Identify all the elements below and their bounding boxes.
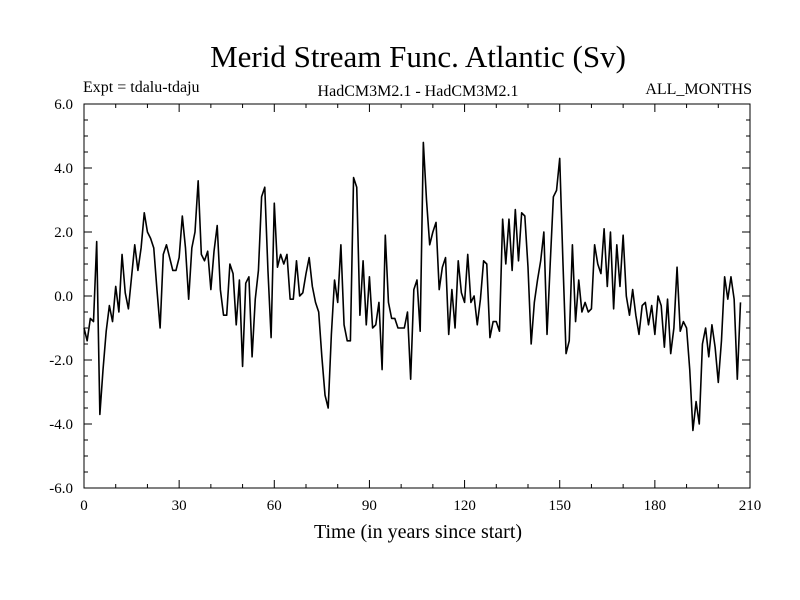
y-tick-label: 4.0 <box>54 161 73 177</box>
chart-title: Merid Stream Func. Atlantic (Sv) <box>210 39 626 74</box>
x-tick-label: 210 <box>739 498 762 514</box>
x-tick-label: 120 <box>453 498 476 514</box>
data-series-line <box>83 141 742 432</box>
x-axis-label: Time (in years since start) <box>314 521 522 543</box>
y-tick-label: 0.0 <box>54 289 73 305</box>
x-tick-label: 0 <box>80 498 88 514</box>
y-tick-label: 6.0 <box>54 97 73 113</box>
subtitle-right: ALL_MONTHS <box>645 81 752 98</box>
subtitle-left: Expt = tdalu-tdaju <box>83 79 200 96</box>
x-tick-label: 150 <box>548 498 571 514</box>
x-tick-label: 60 <box>267 498 282 514</box>
x-tick-label: 90 <box>362 498 377 514</box>
y-tick-label: 2.0 <box>54 225 73 241</box>
y-tick-label: -2.0 <box>49 353 73 369</box>
subtitle-center: HadCM3M2.1 - HadCM3M2.1 <box>318 83 519 100</box>
y-tick-labels: 6.0 4.0 2.0 0.0 -2.0 -4.0 -6.0 <box>49 97 73 497</box>
x-tick-labels: 0 30 60 90 120 150 180 210 <box>80 498 761 514</box>
y-tick-label: -6.0 <box>49 481 73 497</box>
x-tick-label: 180 <box>644 498 667 514</box>
plot-frame <box>83 103 751 489</box>
x-tick-label: 30 <box>172 498 187 514</box>
y-tick-label: -4.0 <box>49 417 73 433</box>
axis-ticks <box>83 103 751 489</box>
